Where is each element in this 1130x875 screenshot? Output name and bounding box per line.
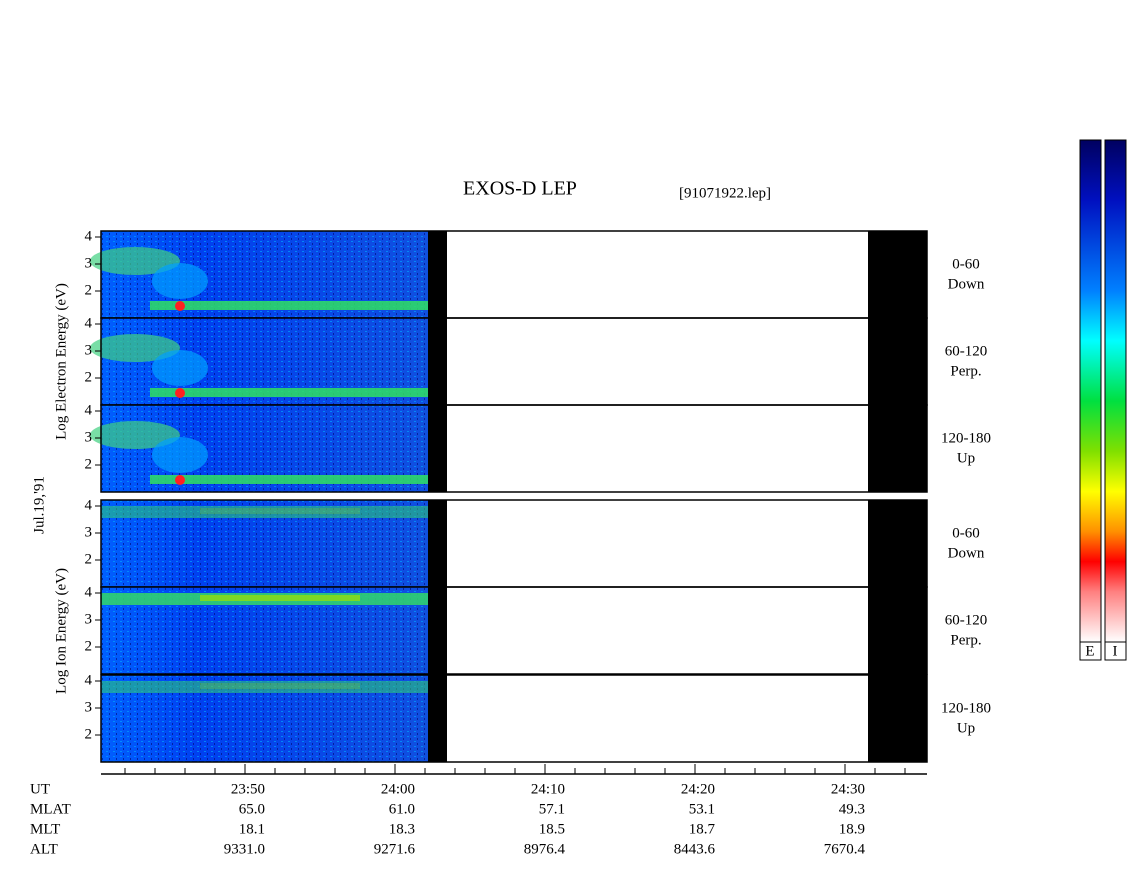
row-value: 18.3	[389, 821, 415, 837]
spectrogram-band	[152, 263, 208, 299]
y-axis-label: Log Ion Energy (eV)	[53, 568, 69, 694]
spectrogram-band	[150, 301, 428, 310]
row-value: 9271.6	[374, 841, 416, 857]
spectrogram-band	[152, 350, 208, 386]
y-tick-label: 2	[85, 456, 93, 472]
panel-frame	[100, 674, 928, 763]
panel-frame	[100, 586, 928, 675]
data-gap	[428, 405, 447, 492]
angle-label: 0-60	[952, 525, 980, 541]
y-tick-label: 3	[85, 699, 93, 715]
row-label: ALT	[30, 841, 58, 857]
row-value: 9331.0	[224, 841, 265, 857]
y-tick-label: 2	[85, 638, 93, 654]
y-tick-label: 3	[85, 429, 93, 445]
colorbar-label: I	[1113, 643, 1118, 659]
direction-label: Down	[948, 276, 985, 292]
colorbar	[1079, 139, 1102, 643]
data-gap	[428, 231, 447, 318]
y-tick-label: 4	[85, 228, 93, 244]
row-label: MLAT	[30, 801, 71, 817]
y-tick-label: 3	[85, 342, 93, 358]
data-gap	[428, 587, 447, 674]
direction-label: Up	[957, 720, 975, 736]
y-tick-label: 4	[85, 315, 93, 331]
spectrogram-band	[200, 595, 360, 601]
y-tick-label: 4	[85, 497, 93, 513]
title: EXOS-D LEP	[463, 178, 577, 200]
spectrogram-peak	[175, 475, 185, 485]
file-name: [91071922.lep]	[679, 185, 771, 201]
y-tick-label: 2	[85, 726, 93, 742]
y-tick-label: 2	[85, 369, 93, 385]
time-tick-label: 24:10	[531, 781, 565, 797]
row-value: 8443.6	[674, 841, 716, 857]
direction-label: Down	[948, 545, 985, 561]
direction-label: Up	[957, 450, 975, 466]
date: Jul.19,'91	[31, 476, 47, 534]
row-value: 53.1	[689, 801, 715, 817]
row-value: 65.0	[239, 801, 265, 817]
spectrogram-band	[90, 334, 180, 362]
spectrogram-band	[150, 475, 428, 484]
panel-frame	[100, 404, 928, 493]
row-value: 18.5	[539, 821, 565, 837]
row-value: 61.0	[389, 801, 415, 817]
spectrogram-band	[101, 681, 428, 693]
spectrogram-band	[90, 247, 180, 275]
data-gap	[428, 675, 447, 762]
y-tick-label: 4	[85, 584, 93, 600]
data-gap	[868, 500, 927, 587]
colorbar-label: E	[1085, 643, 1094, 659]
data-gap	[868, 587, 927, 674]
y-tick-label: 4	[85, 672, 93, 688]
spectrogram-band	[150, 388, 428, 397]
row-value: 18.1	[239, 821, 265, 837]
spectrogram-band	[200, 683, 360, 689]
data-gap	[428, 318, 447, 405]
angle-label: 0-60	[952, 256, 980, 272]
angle-label: 120-180	[941, 700, 991, 716]
y-axis-label: Log Electron Energy (eV)	[53, 283, 69, 440]
colorbar-label-box	[1079, 641, 1102, 661]
row-label: UT	[30, 781, 50, 797]
y-tick-label: 2	[85, 282, 93, 298]
row-value: 18.9	[839, 821, 865, 837]
y-tick-label: 3	[85, 255, 93, 271]
y-tick-label: 4	[85, 402, 93, 418]
colorbar	[1104, 139, 1127, 643]
spectrogram-peak	[175, 301, 185, 311]
data-gap	[428, 500, 447, 587]
y-tick-label: 3	[85, 524, 93, 540]
spectrogram-band	[90, 421, 180, 449]
spectrogram-band	[101, 506, 428, 518]
spectrogram-band	[152, 437, 208, 473]
colorbar-label-box	[1104, 641, 1127, 661]
time-tick-label: 24:20	[681, 781, 715, 797]
row-value: 49.3	[839, 801, 865, 817]
row-label: MLT	[30, 821, 60, 837]
y-tick-label: 2	[85, 551, 93, 567]
data-gap	[868, 318, 927, 405]
row-value: 8976.4	[524, 841, 566, 857]
row-value: 18.7	[689, 821, 716, 837]
y-tick-label: 3	[85, 611, 93, 627]
spectrogram-band	[200, 508, 360, 514]
angle-label: 120-180	[941, 430, 991, 446]
time-tick-label: 23:50	[231, 781, 265, 797]
row-value: 57.1	[539, 801, 565, 817]
time-tick-label: 24:00	[381, 781, 415, 797]
time-tick-label: 24:30	[831, 781, 865, 797]
data-gap	[868, 231, 927, 318]
direction-label: Perp.	[950, 632, 981, 648]
data-gap	[868, 675, 927, 762]
angle-label: 60-120	[945, 612, 988, 628]
direction-label: Perp.	[950, 363, 981, 379]
row-value: 7670.4	[824, 841, 866, 857]
angle-label: 60-120	[945, 343, 988, 359]
data-gap	[868, 405, 927, 492]
spectrogram-peak	[175, 388, 185, 398]
